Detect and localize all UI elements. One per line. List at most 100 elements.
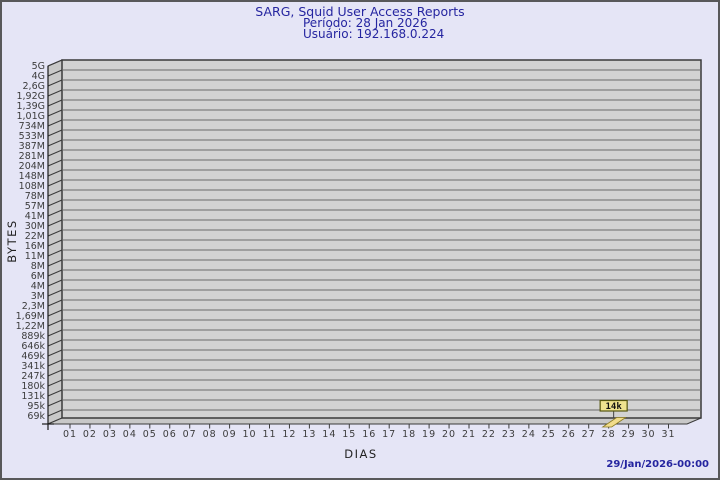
y-tick-diagonal bbox=[47, 409, 63, 417]
y-tick-label: 1,39G bbox=[16, 101, 45, 112]
y-tick-label: 78M bbox=[25, 191, 45, 202]
x-tick-label: 17 bbox=[382, 429, 396, 440]
x-tick-label: 01 bbox=[63, 429, 77, 440]
y-tick-label: 204M bbox=[19, 161, 45, 172]
y-tick-label: 734M bbox=[19, 121, 45, 132]
data-bar bbox=[601, 417, 627, 428]
x-tick-label: 09 bbox=[223, 429, 237, 440]
x-tick-label: 05 bbox=[143, 429, 157, 440]
y-tick-label: 469k bbox=[21, 351, 45, 362]
y-tick-label: 247k bbox=[21, 371, 45, 382]
y-tick-diagonal bbox=[47, 349, 63, 357]
y-axis-title: BYTES bbox=[5, 219, 19, 263]
y-tick-label: 341k bbox=[21, 361, 45, 372]
x-tick-label: 06 bbox=[163, 429, 177, 440]
y-tick-diagonal bbox=[47, 339, 63, 347]
y-tick-diagonal bbox=[47, 379, 63, 387]
y-tick-diagonal bbox=[47, 189, 63, 197]
y-tick-label: 148M bbox=[19, 171, 45, 182]
x-tick-label: 04 bbox=[123, 429, 137, 440]
x-tick-label: 15 bbox=[342, 429, 356, 440]
y-tick-label: 69k bbox=[27, 411, 45, 422]
x-tick-label: 14 bbox=[322, 429, 336, 440]
y-tick-label: 1,92G bbox=[16, 91, 45, 102]
y-tick-diagonal bbox=[47, 109, 63, 117]
x-tick-label: 02 bbox=[83, 429, 97, 440]
y-tick-label: 41M bbox=[25, 211, 45, 222]
y-tick-diagonal bbox=[47, 149, 63, 157]
x-tick-label: 03 bbox=[103, 429, 117, 440]
x-tick-label: 13 bbox=[302, 429, 316, 440]
y-tick-label: 8M bbox=[31, 261, 45, 272]
y-tick-diagonal bbox=[47, 69, 63, 77]
report-user: Usuário: 192.168.0.224 bbox=[303, 27, 445, 41]
x-tick-label: 28 bbox=[602, 429, 616, 440]
floor-3d bbox=[47, 417, 702, 425]
y-tick-label: 180k bbox=[21, 381, 45, 392]
y-tick-diagonal bbox=[47, 359, 63, 367]
x-tick-label: 24 bbox=[522, 429, 536, 440]
y-tick-label: 22M bbox=[25, 231, 45, 242]
generation-timestamp: 29/Jan/2026-00:00 bbox=[606, 459, 709, 470]
y-tick-label: 387M bbox=[19, 141, 45, 152]
report-period: Período: 28 Jan 2026 bbox=[303, 16, 428, 30]
y-tick-label: 1,01G bbox=[16, 111, 45, 122]
y-tick-diagonal bbox=[47, 269, 63, 277]
y-tick-label: 533M bbox=[19, 131, 45, 142]
y-tick-diagonal bbox=[47, 99, 63, 107]
y-tick-diagonal bbox=[47, 229, 63, 237]
y-tick-label: 6M bbox=[31, 271, 45, 282]
y-tick-diagonal bbox=[47, 179, 63, 187]
y-tick-label: 5G bbox=[32, 61, 45, 72]
y-tick-diagonal bbox=[47, 89, 63, 97]
y-tick-diagonal bbox=[47, 209, 63, 217]
y-tick-label: 646k bbox=[21, 341, 45, 352]
y-tick-diagonal bbox=[47, 199, 63, 207]
y-tick-label: 95k bbox=[27, 401, 45, 412]
y-tick-diagonal bbox=[47, 279, 63, 287]
y-tick-label: 4G bbox=[32, 71, 45, 82]
y-tick-diagonal bbox=[47, 129, 63, 137]
x-tick-label: 31 bbox=[661, 429, 675, 440]
y-tick-diagonal bbox=[47, 329, 63, 337]
y-tick-diagonal bbox=[47, 119, 63, 127]
y-tick-diagonal bbox=[47, 289, 63, 297]
y-tick-label: 131k bbox=[21, 391, 45, 402]
x-tick-label: 16 bbox=[362, 429, 376, 440]
y-tick-label: 281M bbox=[19, 151, 45, 162]
x-tick-label: 07 bbox=[183, 429, 197, 440]
report-title: SARG, Squid User Access Reports bbox=[255, 4, 465, 19]
x-tick-label: 23 bbox=[502, 429, 516, 440]
y-tick-diagonal bbox=[47, 239, 63, 247]
y-tick-label: 108M bbox=[19, 181, 45, 192]
x-tick-label: 22 bbox=[482, 429, 496, 440]
y-tick-label: 1,69M bbox=[16, 311, 45, 322]
x-tick-label: 29 bbox=[622, 429, 636, 440]
y-tick-diagonal bbox=[47, 399, 63, 407]
x-tick-label: 11 bbox=[262, 429, 276, 440]
y-tick-diagonal bbox=[47, 319, 63, 327]
y-tick-diagonal bbox=[47, 299, 63, 307]
y-tick-diagonal bbox=[47, 389, 63, 397]
y-tick-diagonal bbox=[47, 59, 63, 67]
y-tick-label: 2,6G bbox=[23, 81, 45, 92]
x-tick-label: 18 bbox=[402, 429, 416, 440]
y-tick-diagonal bbox=[47, 139, 63, 147]
y-tick-label: 30M bbox=[25, 221, 45, 232]
plot-panel bbox=[61, 59, 702, 419]
x-tick-label: 20 bbox=[442, 429, 456, 440]
x-tick-label: 08 bbox=[203, 429, 217, 440]
x-tick-label: 27 bbox=[582, 429, 596, 440]
y-tick-diagonal bbox=[47, 169, 63, 177]
annotation-value: 14k bbox=[606, 402, 623, 412]
x-axis-title: DIAS bbox=[344, 447, 378, 461]
y-tick-diagonal bbox=[47, 309, 63, 317]
x-tick-label: 10 bbox=[243, 429, 257, 440]
y-tick-diagonal bbox=[47, 369, 63, 377]
y-tick-diagonal bbox=[47, 259, 63, 267]
y-tick-label: 16M bbox=[25, 241, 45, 252]
x-tick-label: 30 bbox=[642, 429, 656, 440]
y-tick-label: 11M bbox=[25, 251, 45, 262]
